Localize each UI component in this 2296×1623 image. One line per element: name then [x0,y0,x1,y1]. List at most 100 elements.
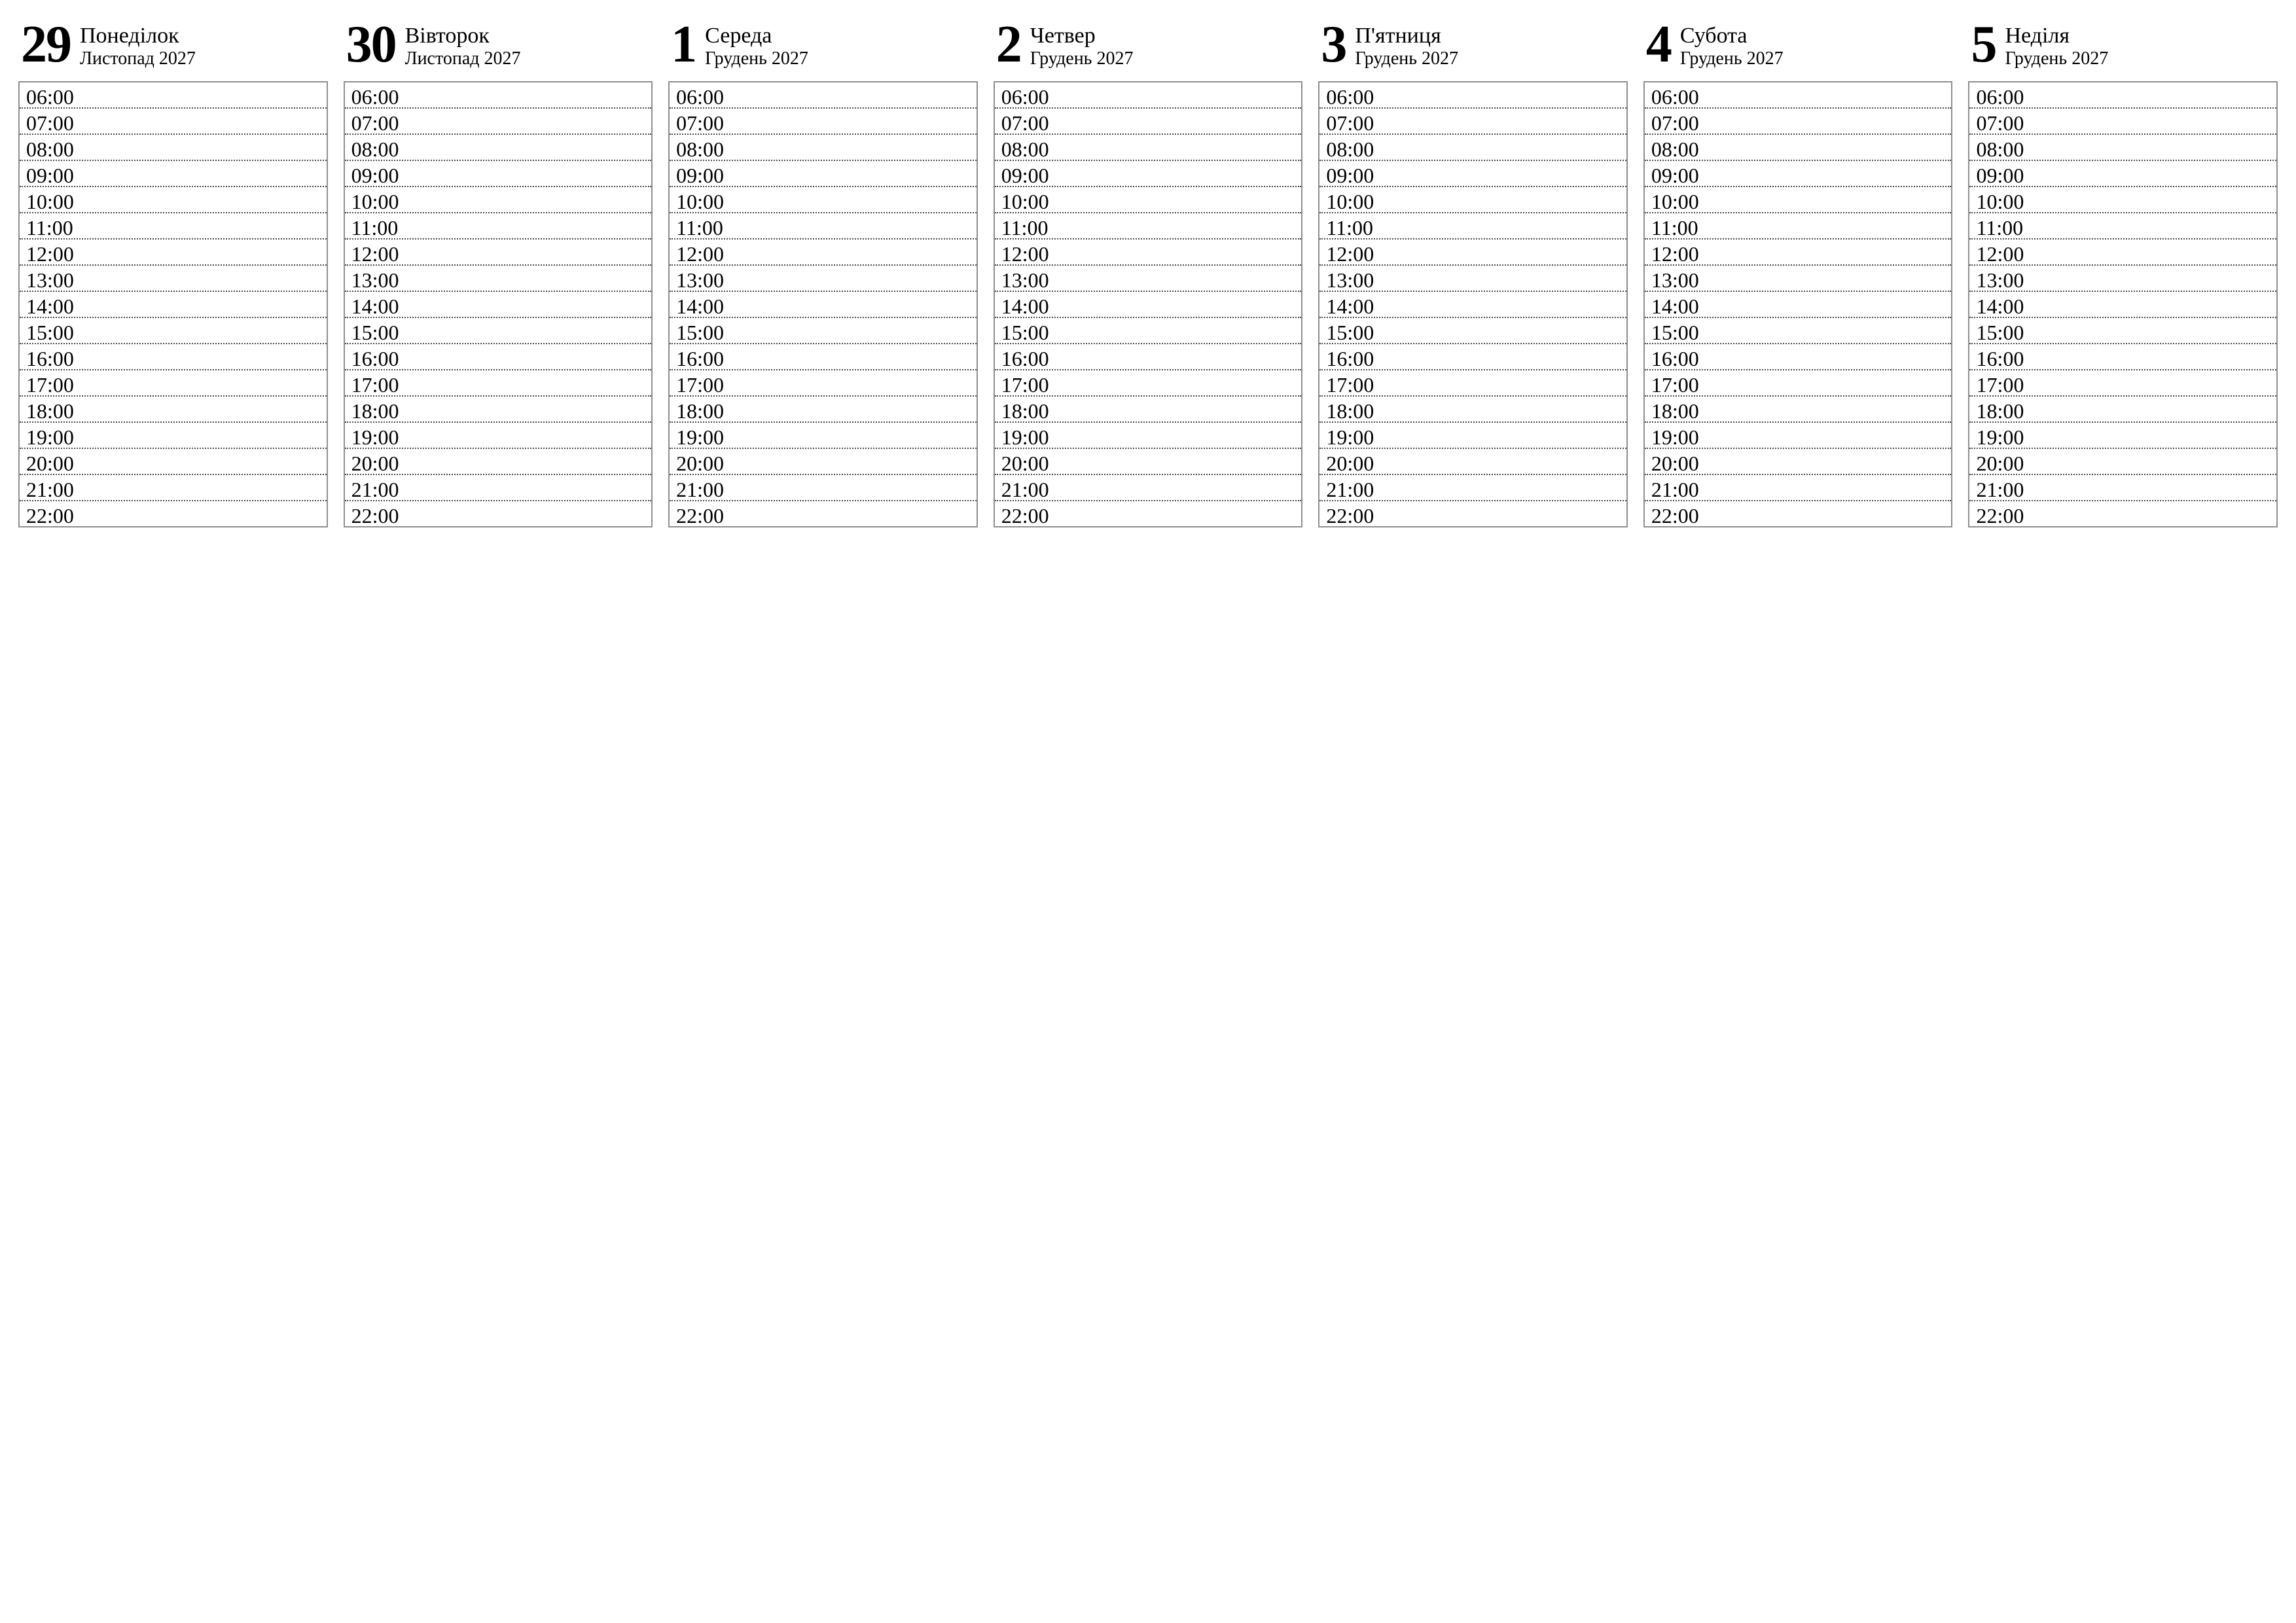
day-header: 29 Понеділок Листопад 2027 [18,16,328,81]
hour-cell: 19:00 [345,421,652,448]
day-number: 29 [21,18,71,71]
hour-cell: 10:00 [670,186,977,212]
day-month: Грудень 2027 [2005,50,2108,68]
hour-cell: 16:00 [1969,343,2276,369]
hour-cell: 22:00 [1969,500,2276,526]
hour-cell: 06:00 [1319,82,1626,107]
day-name: Понеділок [80,25,196,47]
hour-cell: 21:00 [995,474,1302,500]
hour-cell: 10:00 [1319,186,1626,212]
day-column: 5НеділяГрудень 202706:0007:0008:0009:001… [1968,16,2278,527]
day-month: Листопад 2027 [80,50,196,68]
hour-cell: 07:00 [995,107,1302,134]
day-header: 5НеділяГрудень 2027 [1968,16,2278,81]
hour-cell: 14:00 [1645,291,1952,317]
hour-cell: 15:00 [670,317,977,343]
day-name: Четвер [1030,25,1134,47]
day-name: Неділя [2005,25,2108,47]
day-meta: СуботаГрудень 2027 [1680,21,1784,68]
day-meta: ЧетверГрудень 2027 [1030,21,1134,68]
hour-cell: 14:00 [1319,291,1626,317]
day-number: 2 [996,18,1021,71]
hour-cell: 14:00 [20,291,327,317]
hour-cell: 13:00 [345,264,652,291]
day-month: Грудень 2027 [1680,50,1784,68]
hour-cell: 17:00 [1319,369,1626,395]
hour-cell: 07:00 [1969,107,2276,134]
hour-cell: 21:00 [1969,474,2276,500]
hour-cell: 17:00 [20,369,327,395]
day-header: 30 Вівторок Листопад 2027 [344,16,653,81]
hour-cell: 21:00 [1645,474,1952,500]
day-name: Вівторок [405,25,521,47]
hour-cell: 22:00 [1319,500,1626,526]
hour-cell: 12:00 [1645,238,1952,264]
day-column: 29ПонеділокЛистопад 202706:0007:0008:000… [18,16,328,527]
hour-cell: 17:00 [1969,369,2276,395]
hour-cell: 09:00 [995,160,1302,186]
hour-cell: 08:00 [1319,134,1626,160]
weekly-planner: 29ПонеділокЛистопад 202706:0007:0008:000… [0,0,2296,543]
day-column: 3 П'ятниця Грудень 2027 06:0007:0008:0009:0… [1318,16,1628,527]
hour-cell: 12:00 [670,238,977,264]
hour-cell: 13:00 [1319,264,1626,291]
hour-cell: 07:00 [345,107,652,134]
day-month: Грудень 2027 [705,50,808,68]
day-header: 1СередаГрудень 2027 [668,16,978,81]
day-meta: П'ятниця Грудень 2027 [1355,21,1458,68]
hour-cell: 22:00 [345,500,652,526]
hour-cell: 21:00 [1319,474,1626,500]
hour-cell: 15:00 [995,317,1302,343]
hour-cell: 16:00 [20,343,327,369]
hour-cell: 19:00 [670,421,977,448]
day-hour-grid: 06:0007:0008:0009:0010:0011:0012:0013:00… [1968,81,2278,527]
hour-cell: 22:00 [995,500,1302,526]
day-column: 2ЧетверГрудень 2027 06:0007:0008:0009:001… [994,16,1303,527]
hour-cell: 14:00 [1969,291,2276,317]
hour-cell: 18:00 [1319,395,1626,421]
hour-cell: 17:00 [670,369,977,395]
day-number: 30 [346,18,396,71]
day-hour-grid: 06:0007:0008:0009:0010:0011:0012:0013:00… [1318,81,1628,527]
hour-cell: 16:00 [995,343,1302,369]
hour-cell: 08:00 [995,134,1302,160]
hour-cell: 08:00 [1645,134,1952,160]
hour-cell: 21:00 [20,474,327,500]
hour-cell: 18:00 [345,395,652,421]
hour-cell: 20:00 [670,448,977,474]
hour-cell: 11:00 [1645,212,1952,238]
day-number: 3 [1321,18,1346,71]
hour-cell: 20:00 [1319,448,1626,474]
hour-cell: 15:00 [345,317,652,343]
hour-cell: 10:00 [20,186,327,212]
hour-cell: 18:00 [670,395,977,421]
hour-cell: 15:00 [1645,317,1952,343]
hour-cell: 14:00 [345,291,652,317]
day-number: 4 [1646,18,1671,71]
hour-cell: 08:00 [345,134,652,160]
hour-cell: 17:00 [995,369,1302,395]
hour-cell: 19:00 [1645,421,1952,448]
day-month: Грудень 2027 [1355,50,1458,68]
day-name: П'ятниця [1355,25,1458,47]
hour-cell: 21:00 [345,474,652,500]
hour-cell: 15:00 [1969,317,2276,343]
day-number: 1 [671,18,696,71]
hour-cell: 12:00 [1969,238,2276,264]
day-hour-grid: 06:0007:0008:0009:0010:0011:0012:0013:00… [1643,81,1953,527]
hour-cell: 13:00 [1969,264,2276,291]
day-month: Листопад 2027 [405,50,521,68]
day-meta: Понеділок Листопад 2027 [80,21,196,68]
hour-cell: 11:00 [1969,212,2276,238]
day-hour-grid: 06:0007:0008:0009:0010:0011:0012:0013:00… [344,81,653,527]
hour-cell: 06:00 [345,82,652,107]
hour-cell: 18:00 [20,395,327,421]
hour-cell: 19:00 [20,421,327,448]
day-hour-grid: 06:0007:0008:0009:0010:0011:0012:0013:00… [668,81,978,527]
hour-cell: 17:00 [345,369,652,395]
hour-cell: 11:00 [995,212,1302,238]
hour-cell: 11:00 [345,212,652,238]
day-meta: Вівторок Листопад 2027 [405,21,521,68]
day-hour-grid: 06:0007:0008:0009:0010:0011:0012:0013:00… [994,81,1303,527]
hour-cell: 16:00 [1645,343,1952,369]
